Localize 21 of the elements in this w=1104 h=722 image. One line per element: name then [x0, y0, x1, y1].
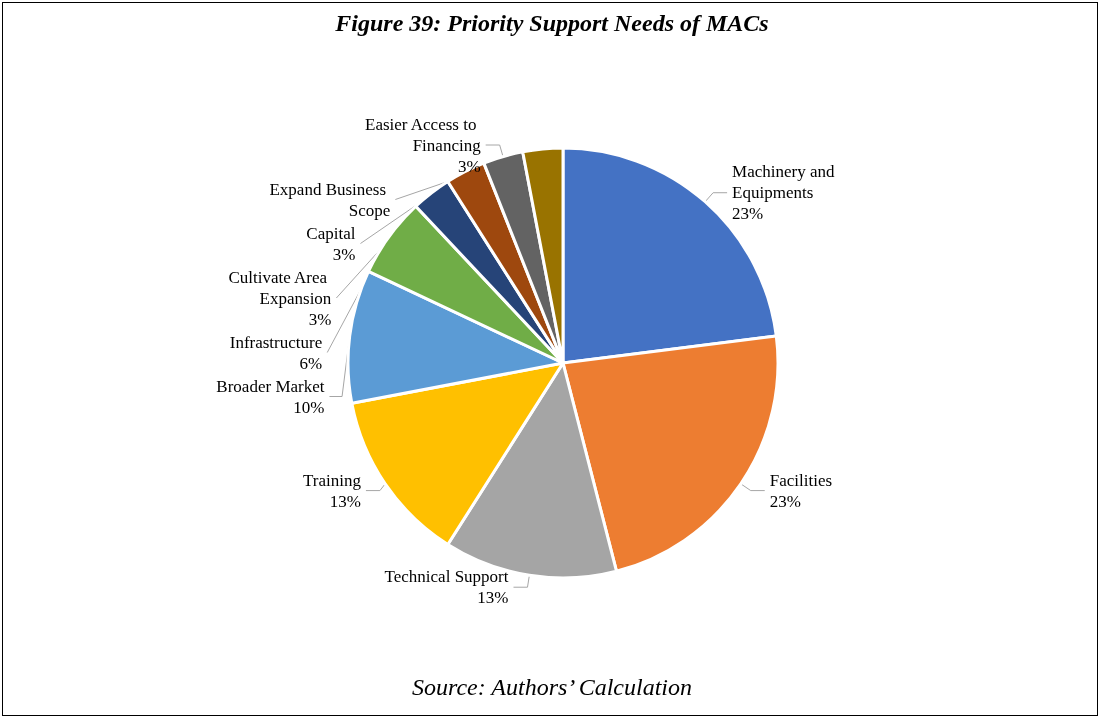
- slice-label: Facilities: [769, 470, 833, 490]
- slice-label: Machinery and Equipments: [732, 162, 839, 203]
- data-label: 3%: [332, 244, 356, 264]
- data-label: 13%: [329, 491, 361, 511]
- slice-label: Capital: [306, 223, 356, 243]
- data-label: 10%: [293, 397, 325, 417]
- data-label: 3%: [458, 156, 481, 176]
- data-label: 13%: [477, 588, 509, 608]
- source-note: Source: Authors’ Calculation: [412, 674, 692, 700]
- data-label: 3%: [308, 309, 332, 329]
- data-label: 23%: [732, 204, 764, 224]
- slice-label: Infrastructure: [229, 332, 323, 352]
- slice-label: Broader Market: [216, 376, 325, 396]
- slice-label: Expand Business Scope: [269, 179, 391, 220]
- slice-label: Technical Support: [384, 567, 509, 587]
- data-label: 6%: [299, 353, 323, 373]
- slice-label: Easier Access to Financing: [365, 114, 482, 155]
- slice-label: Training: [302, 470, 362, 490]
- data-label: 23%: [769, 491, 801, 511]
- slice-label: Cultivate Area Expansion: [228, 267, 332, 308]
- chart-title: Figure 39: Priority Support Needs of MACs: [334, 10, 769, 36]
